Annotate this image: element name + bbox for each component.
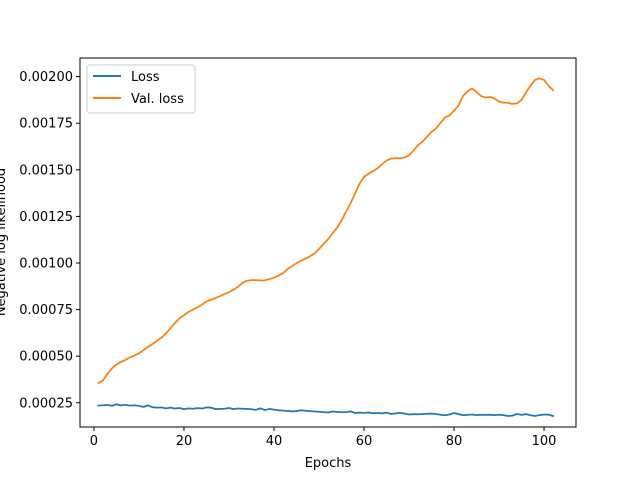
- series-line-val-loss: [97, 77, 555, 385]
- legend-label-loss: Loss: [131, 70, 160, 85]
- y-tick-label: 0.00075: [19, 303, 73, 318]
- x-tick-label: 60: [356, 434, 373, 449]
- legend: Loss Val. loss: [86, 64, 196, 114]
- y-axis: 0.00025 0.00050 0.00075 0.00100 0.00125 0.001…: [19, 70, 80, 411]
- plot-series: [97, 77, 555, 418]
- y-tick-label: 0.00025: [19, 396, 73, 411]
- x-tick-label: 100: [532, 434, 557, 449]
- y-tick-label: 0.00150: [19, 163, 73, 178]
- plot-frame: [79, 57, 577, 428]
- y-tick-label: 0.00050: [19, 350, 73, 365]
- y-tick-label: 0.00100: [19, 257, 73, 272]
- y-tick-label: 0.00200: [19, 70, 73, 85]
- x-tick-label: 20: [176, 434, 193, 449]
- y-axis-label: Negative log likelihood: [0, 168, 9, 316]
- legend-label-val-loss: Val. loss: [131, 92, 184, 107]
- x-tick-label: 80: [446, 434, 463, 449]
- series-line-loss: [97, 403, 555, 418]
- y-tick-label: 0.00125: [19, 210, 73, 225]
- x-tick-label: 40: [266, 434, 283, 449]
- y-tick-label: 0.00175: [19, 117, 73, 132]
- x-tick-label: 0: [90, 434, 98, 449]
- x-axis: 0 20 40 60 80 100: [90, 427, 557, 449]
- x-axis-label: Epochs: [305, 456, 352, 471]
